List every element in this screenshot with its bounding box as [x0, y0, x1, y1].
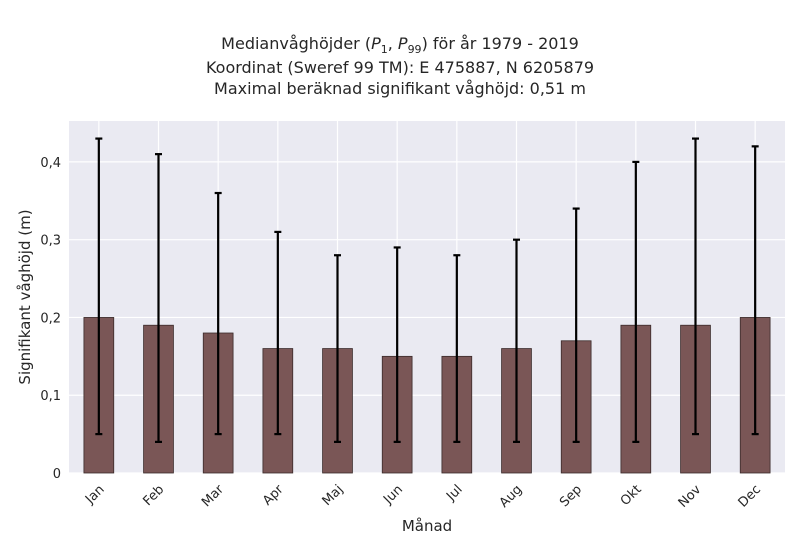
y-tick-label: 0,1: [40, 389, 61, 404]
error-bar: [572, 207, 580, 443]
x-tick-label: Okt: [618, 482, 645, 509]
error-bar: [95, 137, 103, 436]
title-median-prefix: Medianvåghöjder (: [221, 34, 372, 53]
error-bar: [453, 254, 461, 443]
x-axis-label: Månad: [402, 517, 452, 535]
x-tick-label: Jun: [380, 482, 406, 508]
error-bar: [155, 153, 162, 443]
x-tick-label: Sep: [557, 482, 585, 510]
y-tick-layer: 0 0,1 0,2 0,3 0,4: [40, 156, 61, 482]
x-tick-label: Nov: [676, 482, 705, 511]
y-axis-label: Signifikant våghöjd (m): [16, 209, 34, 384]
error-bar: [513, 238, 520, 443]
errorbar-layer: [95, 137, 759, 443]
title-p99-symbol: P: [397, 34, 408, 53]
x-tick-layer: Jan Feb Mar Apr Maj Jun Jul Aug Sep Okt Nov Dec: [82, 482, 764, 511]
chart-title-line-3: Maximal beräknad signifikant våghöjd: 0,…: [214, 79, 586, 98]
x-tick-label: Apr: [260, 482, 287, 509]
error-bar: [692, 137, 699, 436]
x-tick-label: Mar: [199, 482, 227, 510]
chart-title-line-1: Medianvåghöjder (P1, P99) för år 1979 - …: [221, 34, 579, 57]
x-tick-label: Jan: [82, 482, 107, 507]
error-bar: [334, 254, 341, 443]
title-p1-symbol: P: [371, 34, 381, 53]
x-tick-label: Feb: [140, 482, 167, 509]
x-tick-label: Jul: [443, 482, 465, 504]
y-tick-label: 0: [53, 467, 61, 482]
x-tick-label: Aug: [497, 482, 526, 511]
y-tick-label: 0,4: [40, 156, 61, 171]
y-tick-label: 0,3: [40, 234, 61, 249]
plot-background: [69, 121, 785, 473]
x-tick-label: Maj: [320, 482, 347, 509]
error-bar: [393, 246, 401, 443]
chart-title-line-2: Koordinat (Sweref 99 TM): E 475887, N 62…: [205, 58, 595, 77]
error-bar: [751, 145, 759, 436]
error-bar: [274, 230, 282, 436]
y-tick-label: 0,2: [40, 311, 61, 326]
x-tick-label: Dec: [736, 482, 764, 510]
error-bar: [632, 160, 640, 443]
error-bar: [214, 191, 222, 436]
